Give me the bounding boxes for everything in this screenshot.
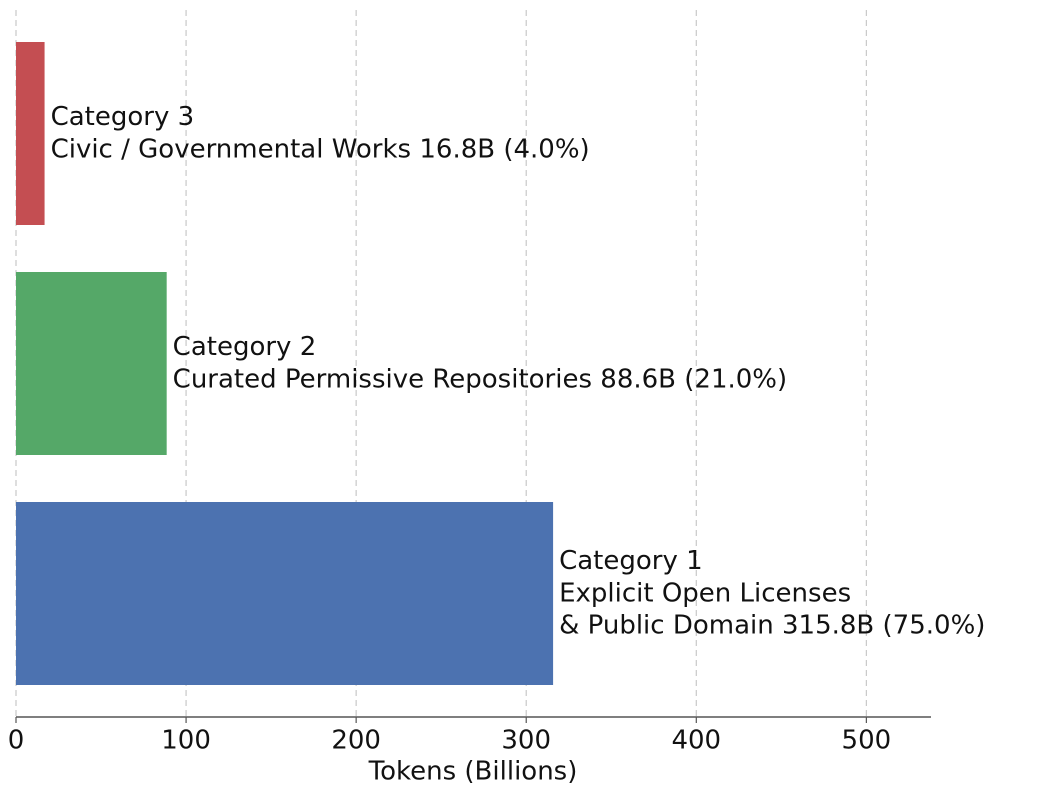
x-tick-label: 400 — [671, 726, 721, 756]
x-tick-label: 0 — [8, 726, 25, 756]
x-tick-label: 500 — [842, 726, 892, 756]
x-tick-label: 100 — [161, 726, 211, 756]
bar — [16, 272, 167, 455]
description-line: Curated Permissive Repositories 88.6B (2… — [173, 364, 787, 394]
category-label: Category 3 — [51, 102, 195, 132]
description-text: Civic / Governmental Works — [51, 134, 412, 164]
bar — [16, 502, 554, 685]
description-line: Explicit Open Licenses — [559, 578, 851, 608]
x-tick-label: 200 — [331, 726, 381, 756]
x-axis-label: Tokens (Billions) — [368, 757, 578, 785]
value-label: 16.8B (4.0%) — [419, 134, 589, 164]
value-label: 315.8B (75.0%) — [782, 610, 985, 640]
bar — [16, 42, 45, 225]
description-text: Curated Permissive Repositories — [173, 364, 592, 394]
category-label: Category 2 — [173, 332, 317, 362]
description-text: & Public Domain — [559, 610, 774, 640]
x-tick-label: 300 — [501, 726, 551, 756]
description-text: Explicit Open Licenses — [559, 578, 851, 608]
category-label: Category 1 — [559, 546, 703, 576]
value-label: 88.6B (21.0%) — [600, 364, 787, 394]
description-line: Civic / Governmental Works 16.8B (4.0%) — [51, 134, 590, 164]
description-line: & Public Domain 315.8B (75.0%) — [559, 610, 985, 640]
